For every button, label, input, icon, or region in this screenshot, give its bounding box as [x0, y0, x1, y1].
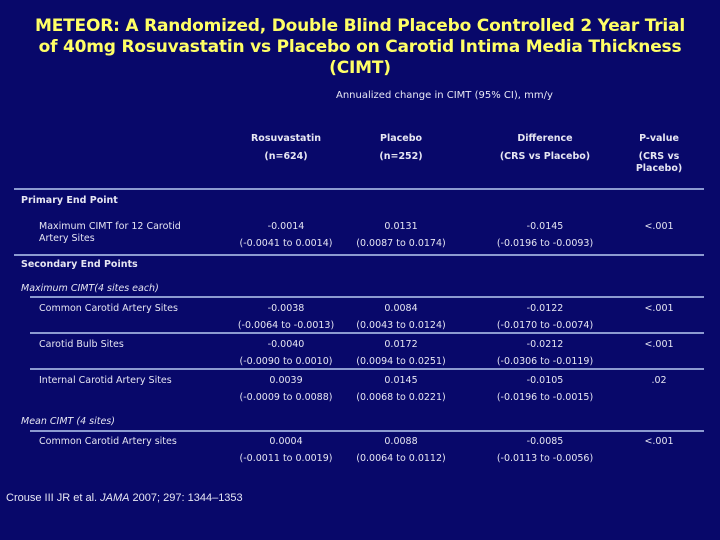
divider — [30, 368, 704, 370]
rosu-value: -0.0040 — [267, 339, 305, 350]
diff-ci: (-0.0196 to -0.0015) — [496, 392, 594, 403]
row-label: Common Carotid Artery sites — [39, 436, 177, 447]
divider — [30, 296, 704, 298]
col-sub-rosuvastatin: (n=624) — [264, 151, 308, 162]
section-primary: Primary End Point — [21, 195, 118, 206]
col-header-rosuvastatin: Rosuvastatin — [250, 133, 322, 144]
diff-value: -0.0122 — [526, 303, 564, 314]
table-subtitle: Annualized change in CIMT (95% CI), mm/y — [336, 90, 553, 101]
rosu-ci: (-0.0090 to 0.0010) — [239, 356, 333, 367]
plac-ci: (0.0087 to 0.0174) — [356, 238, 446, 249]
col-header-placebo: Placebo — [379, 133, 423, 144]
diff-value: -0.0145 — [526, 221, 564, 232]
divider — [14, 254, 704, 256]
rosu-ci: (-0.0064 to -0.0013) — [237, 320, 335, 331]
diff-ci: (-0.0306 to -0.0119) — [496, 356, 594, 367]
section-secondary: Secondary End Points — [21, 259, 138, 270]
rosu-value: 0.0039 — [269, 375, 303, 386]
plac-ci: (0.0043 to 0.0124) — [356, 320, 446, 331]
diff-ci: (-0.0170 to -0.0074) — [496, 320, 594, 331]
col-header-pvalue: P-value — [639, 133, 679, 144]
subsection-max-cimt: Maximum CIMT(4 sites each) — [21, 283, 159, 294]
title-line-3: (CIMT) — [329, 58, 391, 78]
plac-value: 0.0145 — [384, 375, 418, 386]
rosu-value: 0.0004 — [269, 436, 303, 447]
citation: Crouse III JR et al. JAMA 2007; 297: 134… — [6, 492, 243, 504]
subsection-mean-cimt: Mean CIMT (4 sites) — [21, 416, 115, 427]
col-sub-placebo: (n=252) — [379, 151, 423, 162]
plac-value: 0.0131 — [384, 221, 418, 232]
rosu-value: -0.0014 — [267, 221, 305, 232]
slide-title: METEOR: A Randomized, Double Blind Place… — [0, 16, 720, 79]
col-header-difference: Difference — [517, 133, 573, 144]
p-value: <.001 — [644, 436, 674, 447]
plac-value: 0.0088 — [384, 436, 418, 447]
p-value: <.001 — [644, 339, 674, 350]
plac-value: 0.0084 — [384, 303, 418, 314]
diff-value: -0.0105 — [526, 375, 564, 386]
plac-ci: (0.0064 to 0.0112) — [356, 453, 446, 464]
diff-ci: (-0.0113 to -0.0056) — [496, 453, 594, 464]
diff-value: -0.0212 — [526, 339, 564, 350]
title-line-1: METEOR: A Randomized, Double Blind Place… — [35, 16, 685, 36]
col-sub-pvalue: (CRS vs Placebo) — [635, 151, 683, 174]
col-sub-difference: (CRS vs Placebo) — [499, 151, 591, 162]
rosu-value: -0.0038 — [267, 303, 305, 314]
row-label: Maximum CIMT for 12 Carotid Artery Sites — [39, 221, 181, 244]
plac-ci: (0.0094 to 0.0251) — [356, 356, 446, 367]
divider — [30, 430, 704, 432]
citation-journal: JAMA — [100, 492, 130, 504]
p-value: <.001 — [644, 303, 674, 314]
p-value: .02 — [651, 375, 667, 386]
rosu-ci: (-0.0011 to 0.0019) — [239, 453, 333, 464]
divider — [14, 188, 704, 190]
p-value: <.001 — [644, 221, 674, 232]
row-label: Carotid Bulb Sites — [39, 339, 124, 350]
rosu-ci: (-0.0009 to 0.0088) — [239, 392, 333, 403]
title-line-2: of 40mg Rosuvastatin vs Placebo on Carot… — [38, 37, 682, 57]
citation-details: 2007; 297: 1344–1353 — [129, 492, 243, 504]
diff-value: -0.0085 — [526, 436, 564, 447]
rosu-ci: (-0.0041 to 0.0014) — [239, 238, 333, 249]
citation-authors: Crouse III JR et al. — [6, 492, 101, 504]
row-label: Internal Carotid Artery Sites — [39, 375, 172, 386]
diff-ci: (-0.0196 to -0.0093) — [496, 238, 594, 249]
row-label: Common Carotid Artery Sites — [39, 303, 178, 314]
divider — [30, 332, 704, 334]
plac-ci: (0.0068 to 0.0221) — [356, 392, 446, 403]
plac-value: 0.0172 — [384, 339, 418, 350]
